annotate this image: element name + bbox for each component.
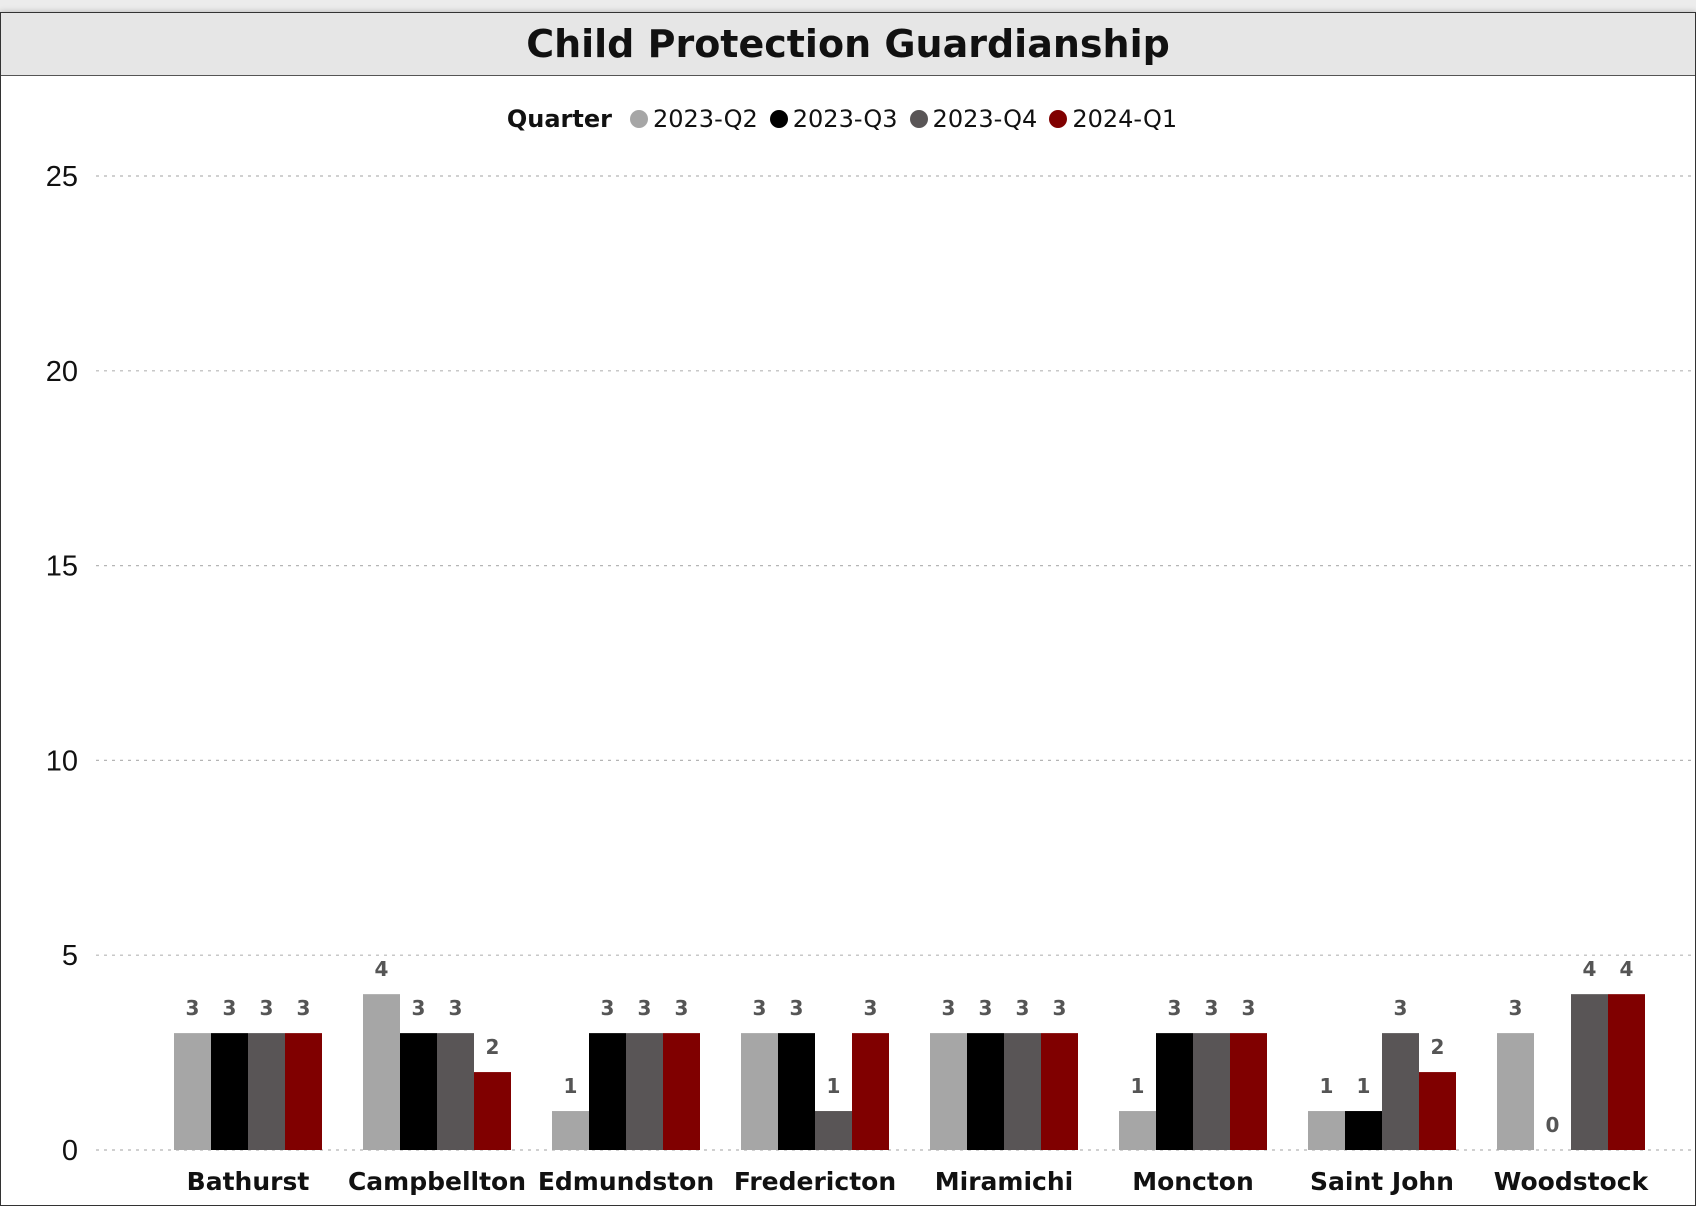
legend-item-2023-q3[interactable]: 2023-Q3 xyxy=(769,105,898,133)
chart-title-bar: Child Protection Guardianship xyxy=(1,13,1695,76)
bar xyxy=(778,1033,815,1150)
data-label: 3 xyxy=(412,996,426,1020)
bar xyxy=(1119,1111,1156,1150)
bar xyxy=(248,1033,285,1150)
bar xyxy=(589,1033,626,1150)
bar xyxy=(474,1072,511,1150)
legend: Quarter 2023-Q2 2023-Q3 2023-Q4 2024-Q1 xyxy=(1,105,1695,133)
data-label: 4 xyxy=(1620,957,1634,981)
data-label: 0 xyxy=(1546,1113,1560,1137)
bar xyxy=(285,1033,322,1150)
data-label: 1 xyxy=(1320,1074,1334,1098)
x-category-label: Moncton xyxy=(1132,1167,1254,1196)
bar xyxy=(363,994,400,1150)
data-label: 3 xyxy=(1394,996,1408,1020)
x-category-label: Bathurst xyxy=(187,1167,310,1196)
data-label: 3 xyxy=(1242,996,1256,1020)
x-category-label: Fredericton xyxy=(734,1167,896,1196)
data-label: 4 xyxy=(1583,957,1597,981)
legend-item-2023-q4[interactable]: 2023-Q4 xyxy=(909,105,1038,133)
y-tick-label: 20 xyxy=(46,356,78,388)
data-label: 3 xyxy=(1205,996,1219,1020)
bar xyxy=(1497,1033,1534,1150)
data-label: 3 xyxy=(675,996,689,1020)
bar xyxy=(815,1111,852,1150)
bar xyxy=(174,1033,211,1150)
y-tick-label: 15 xyxy=(46,551,78,583)
data-label: 3 xyxy=(260,996,274,1020)
data-label: 1 xyxy=(1131,1074,1145,1098)
legend-dot-icon xyxy=(1049,110,1068,128)
legend-label: 2023-Q2 xyxy=(652,105,758,133)
bar xyxy=(1571,994,1608,1150)
data-label: 3 xyxy=(1053,996,1067,1020)
bar xyxy=(1345,1111,1382,1150)
data-label: 3 xyxy=(449,996,463,1020)
bar xyxy=(552,1111,589,1150)
data-label: 3 xyxy=(601,996,615,1020)
legend-label: 2023-Q3 xyxy=(792,105,898,133)
y-tick-label: 5 xyxy=(62,940,78,972)
data-label: 3 xyxy=(297,996,311,1020)
y-tick-label: 25 xyxy=(46,161,78,193)
data-label: 1 xyxy=(564,1074,578,1098)
x-category-label: Saint John xyxy=(1310,1167,1454,1196)
bar xyxy=(852,1033,889,1150)
data-label: 3 xyxy=(1168,996,1182,1020)
legend-title: Quarter xyxy=(506,105,612,133)
data-label: 2 xyxy=(486,1035,500,1059)
bar xyxy=(663,1033,700,1150)
legend-label: 2024-Q1 xyxy=(1072,105,1178,133)
chart-title: Child Protection Guardianship xyxy=(526,22,1170,66)
legend-dot-icon xyxy=(629,110,648,128)
bar xyxy=(400,1033,437,1150)
x-category-label: Campbellton xyxy=(348,1167,526,1196)
bar xyxy=(1419,1072,1456,1150)
data-label: 1 xyxy=(827,1074,841,1098)
bar xyxy=(967,1033,1004,1150)
data-label: 1 xyxy=(1357,1074,1371,1098)
bar xyxy=(437,1033,474,1150)
y-tick-label: 0 xyxy=(62,1135,78,1167)
bar xyxy=(1193,1033,1230,1150)
y-tick-label: 10 xyxy=(46,745,78,777)
bar xyxy=(211,1033,248,1150)
x-category-label: Edmundston xyxy=(538,1167,714,1196)
data-label: 3 xyxy=(979,996,993,1020)
bar xyxy=(626,1033,663,1150)
data-label: 3 xyxy=(223,996,237,1020)
data-label: 3 xyxy=(1016,996,1030,1020)
x-category-label: Miramichi xyxy=(935,1167,1073,1196)
x-category-label: Woodstock xyxy=(1494,1167,1650,1196)
legend-dot-icon xyxy=(909,110,928,128)
bar xyxy=(1004,1033,1041,1150)
bar xyxy=(1230,1033,1267,1150)
data-label: 2 xyxy=(1431,1035,1445,1059)
data-label: 3 xyxy=(1509,996,1523,1020)
data-label: 4 xyxy=(375,957,389,981)
bar xyxy=(1041,1033,1078,1150)
chart-panel: Child Protection Guardianship Quarter 20… xyxy=(0,12,1696,1206)
bar xyxy=(1156,1033,1193,1150)
data-label: 3 xyxy=(790,996,804,1020)
bar xyxy=(930,1033,967,1150)
legend-item-2024-q1[interactable]: 2024-Q1 xyxy=(1049,105,1177,133)
legend-item-2023-q2[interactable]: 2023-Q2 xyxy=(629,105,758,133)
data-label: 3 xyxy=(753,996,767,1020)
bar xyxy=(741,1033,778,1150)
data-label: 3 xyxy=(186,996,200,1020)
legend-dot-icon xyxy=(769,110,788,128)
data-label: 3 xyxy=(942,996,956,1020)
data-label: 3 xyxy=(864,996,878,1020)
data-label: 3 xyxy=(638,996,652,1020)
bar xyxy=(1308,1111,1345,1150)
legend-label: 2023-Q4 xyxy=(932,105,1038,133)
bar xyxy=(1382,1033,1419,1150)
bar xyxy=(1608,994,1645,1150)
